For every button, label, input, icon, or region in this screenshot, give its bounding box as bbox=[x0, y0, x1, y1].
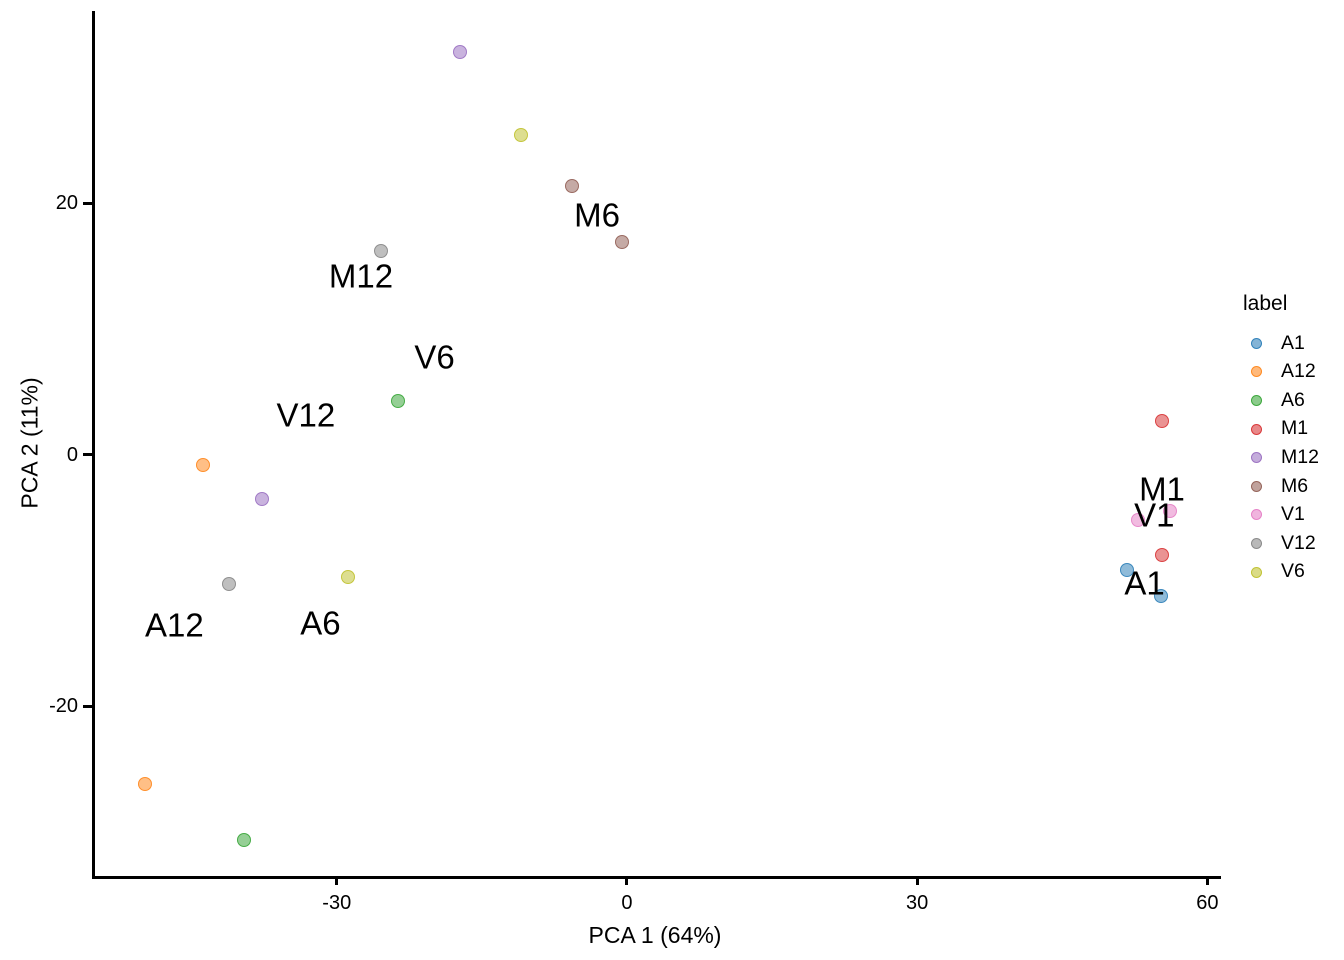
data-point-V12 bbox=[374, 244, 389, 259]
legend-dot-M12 bbox=[1251, 452, 1262, 464]
data-point-V1 bbox=[1162, 504, 1177, 519]
legend-label-A1: A1 bbox=[1281, 331, 1305, 354]
x-tick-mark bbox=[1205, 876, 1209, 885]
data-point-A6 bbox=[390, 393, 405, 408]
data-point-A12 bbox=[138, 777, 153, 792]
data-point-A12 bbox=[196, 457, 211, 472]
legend-label-A6: A6 bbox=[1281, 388, 1305, 411]
data-point-V1 bbox=[1130, 513, 1145, 528]
group-label-M6: M6 bbox=[574, 196, 620, 234]
legend-label-M6: M6 bbox=[1281, 474, 1309, 497]
legend-label-V6: V6 bbox=[1281, 560, 1305, 583]
data-point-M12 bbox=[452, 45, 467, 60]
legend-dot-V1 bbox=[1251, 509, 1262, 521]
group-label-V1: V1 bbox=[1134, 496, 1175, 534]
legend-entries: A1 A12 A6 M1 M12 M6 V1 V12 V6 bbox=[1241, 329, 1319, 586]
data-point-M6 bbox=[564, 178, 579, 193]
data-point-V6 bbox=[341, 569, 356, 584]
y-tick-label: 0 bbox=[66, 443, 78, 466]
x-tick-mark bbox=[915, 876, 919, 885]
data-point-V6 bbox=[513, 128, 528, 143]
legend-entry-M12: M12 bbox=[1241, 443, 1319, 472]
legend-entry-V1: V1 bbox=[1241, 501, 1319, 530]
legend-dot-V6 bbox=[1251, 566, 1262, 578]
legend-dot-V12 bbox=[1251, 537, 1262, 549]
group-label-A12: A12 bbox=[144, 606, 204, 644]
legend-entry-A6: A6 bbox=[1241, 386, 1319, 415]
legend-dot-M6 bbox=[1251, 480, 1262, 492]
x-tick-label: 30 bbox=[906, 892, 929, 914]
group-label-M12: M12 bbox=[328, 257, 394, 295]
legend-entry-M6: M6 bbox=[1241, 472, 1319, 501]
legend-label-M12: M12 bbox=[1281, 445, 1319, 468]
legend-label-M1: M1 bbox=[1281, 417, 1309, 440]
x-tick-mark bbox=[625, 876, 629, 885]
x-tick-label: 0 bbox=[621, 892, 633, 914]
x-axis-title: PCA 1 (64%) bbox=[588, 922, 722, 948]
x-tick-mark bbox=[335, 876, 339, 885]
legend: label A1 A12 A6 M1 M12 M6 V1 V12 V6 bbox=[1241, 292, 1319, 586]
legend-entry-V12: V12 bbox=[1241, 529, 1319, 558]
legend-dot-A6 bbox=[1251, 394, 1262, 406]
legend-title: label bbox=[1243, 292, 1288, 315]
legend-label-A12: A12 bbox=[1281, 360, 1316, 383]
y-tick-label: -20 bbox=[49, 695, 78, 718]
group-label-V12: V12 bbox=[276, 396, 336, 434]
data-point-A1 bbox=[1154, 588, 1169, 603]
plot-panel: M6 M12 V6 V12 A12 A6 M1 V1 A1 bbox=[92, 11, 1221, 879]
y-tick-mark bbox=[83, 201, 92, 205]
legend-dot-M1 bbox=[1251, 423, 1262, 435]
x-tick-label: -30 bbox=[322, 892, 352, 914]
data-point-M12 bbox=[255, 491, 270, 506]
data-point-M1 bbox=[1154, 413, 1169, 428]
legend-dot-A12 bbox=[1251, 366, 1262, 378]
y-axis-title: PCA 2 (11%) bbox=[16, 377, 43, 509]
legend-label-V1: V1 bbox=[1281, 503, 1305, 526]
x-tick-label: 60 bbox=[1196, 892, 1219, 914]
y-tick-mark bbox=[83, 704, 92, 708]
legend-dot-A1 bbox=[1251, 337, 1262, 349]
data-point-M1 bbox=[1154, 548, 1169, 563]
group-label-V6: V6 bbox=[414, 338, 455, 376]
legend-entry-A12: A12 bbox=[1241, 358, 1319, 387]
group-label-M1: M1 bbox=[1139, 470, 1185, 508]
data-point-M6 bbox=[615, 235, 630, 250]
y-tick-mark bbox=[83, 453, 92, 457]
group-label-A1: A1 bbox=[1124, 564, 1165, 602]
y-tick-label: 20 bbox=[55, 192, 78, 215]
data-point-A1 bbox=[1120, 563, 1135, 578]
legend-label-V12: V12 bbox=[1281, 531, 1316, 554]
data-point-A6 bbox=[236, 832, 251, 847]
legend-entry-V6: V6 bbox=[1241, 558, 1319, 587]
legend-entry-M1: M1 bbox=[1241, 415, 1319, 444]
legend-entry-A1: A1 bbox=[1241, 329, 1319, 358]
group-label-A6: A6 bbox=[300, 604, 341, 642]
data-point-V12 bbox=[222, 577, 237, 592]
